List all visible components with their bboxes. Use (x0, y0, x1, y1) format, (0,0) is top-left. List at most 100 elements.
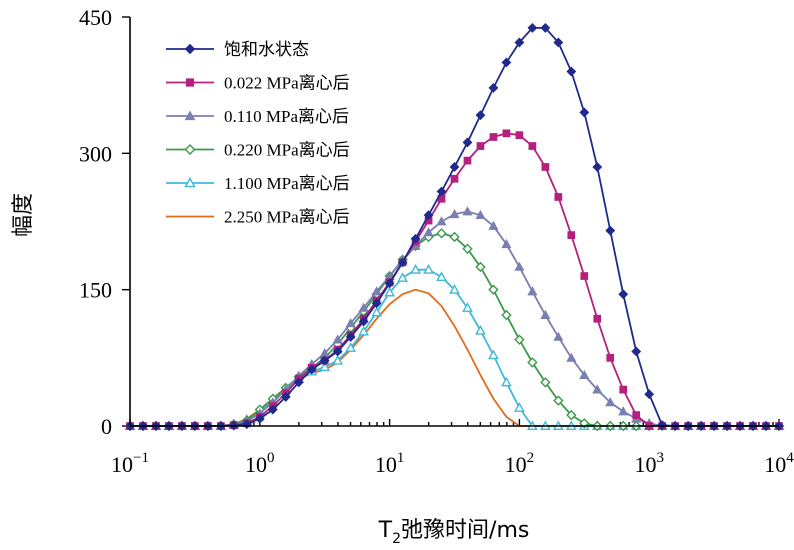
x-tick-label: 10−1 (111, 450, 149, 477)
data-point (397, 272, 408, 282)
data-point (306, 364, 317, 375)
data-point (384, 278, 395, 289)
data-point (358, 302, 369, 312)
x-axis-title-main: T (378, 518, 393, 543)
data-point (644, 389, 655, 400)
legend-entry: 饱和水状态 (166, 40, 309, 59)
series (130, 288, 779, 427)
data-point (371, 298, 382, 309)
data-point (567, 231, 576, 239)
legend-entry: 0.110 MPa离心后 (166, 107, 349, 126)
data-point (488, 220, 499, 230)
x-axis-title-sub: 2 (392, 531, 401, 547)
y-axis-title: 幅度 (11, 193, 36, 237)
legend-entry: 1.100 MPa离心后 (166, 174, 350, 193)
data-point (423, 227, 434, 237)
data-point (319, 361, 331, 371)
data-point (488, 82, 499, 93)
data-point (553, 331, 564, 341)
x-axis-title-rest: 弛豫时间/ms (401, 518, 529, 543)
data-point (527, 286, 538, 296)
data-point (332, 346, 343, 357)
legend-marker (184, 43, 196, 55)
legend-marker (184, 144, 196, 155)
data-point (449, 162, 460, 172)
y-tick-label: 150 (79, 278, 112, 303)
data-point (514, 334, 525, 345)
data-point (462, 243, 473, 254)
data-point (450, 174, 459, 183)
data-point (501, 238, 512, 249)
legend-label: 2.250 MPa离心后 (224, 208, 350, 227)
data-point (515, 131, 524, 140)
data-point (371, 306, 383, 317)
data-point (514, 402, 525, 412)
x-tick-label: 102 (505, 450, 535, 477)
data-point (501, 57, 512, 68)
data-point (475, 209, 486, 219)
data-point (384, 286, 395, 297)
data-point (397, 257, 408, 268)
data-point (293, 377, 304, 388)
legend-entry: 2.250 MPa离心后 (166, 208, 350, 227)
data-point (463, 156, 472, 165)
data-point (619, 385, 628, 394)
data-point (345, 318, 356, 328)
data-point (462, 206, 473, 216)
data-point (632, 411, 641, 419)
data-point (475, 261, 486, 273)
tick-labels: 0 150 300 450 10−1 100 101 102 103 104 (79, 5, 794, 477)
data-point (475, 110, 486, 121)
data-point (580, 272, 589, 280)
data-point (371, 286, 382, 296)
data-point (280, 392, 291, 402)
data-point (436, 271, 447, 282)
data-point (489, 133, 498, 141)
data-point (410, 264, 421, 274)
data-point (449, 284, 460, 294)
data-point (618, 406, 629, 416)
y-tick-label: 300 (79, 141, 112, 166)
data-point (540, 309, 551, 319)
data-point (436, 216, 447, 226)
series-line (130, 210, 779, 427)
data-point (332, 334, 343, 344)
legend-label: 饱和水状态 (224, 40, 309, 59)
data-point (319, 355, 330, 366)
data-point (527, 357, 538, 368)
svg-text:T2弛豫时间/ms: T2弛豫时间/ms (378, 518, 530, 547)
data-point (527, 22, 538, 33)
data-point (267, 404, 278, 415)
axis-ticks (122, 16, 780, 427)
data-point (657, 420, 668, 430)
data-point (566, 409, 577, 421)
data-point (423, 210, 434, 221)
data-point (410, 233, 421, 244)
x-tick-label: 104 (764, 450, 794, 477)
data-point (502, 129, 511, 138)
data-point (345, 342, 357, 352)
data-point (566, 66, 577, 77)
data-point (554, 193, 563, 201)
legend-entry: 0.022 MPa离心后 (166, 74, 350, 93)
data-point (358, 316, 369, 327)
axes (129, 17, 779, 427)
data-point (514, 37, 525, 48)
data-point (488, 284, 499, 295)
data-point (528, 142, 537, 150)
data-point (476, 142, 485, 150)
data-point (579, 369, 590, 379)
data-point (592, 162, 603, 172)
series (124, 228, 785, 432)
data-point (345, 332, 356, 342)
data-point (540, 377, 551, 388)
data-point (605, 397, 616, 407)
data-point (501, 309, 512, 321)
data-point (553, 37, 564, 48)
x-axis-title: T2弛豫时间/ms (378, 518, 530, 547)
data-point (566, 352, 577, 362)
legend: 饱和水状态 0.022 MPa离心后 0.110 MPa离心后 0.220 MPa离心… (166, 40, 350, 227)
legend-label: 0.022 MPa离心后 (224, 74, 350, 93)
y-axis-title-text: 幅度 (11, 193, 36, 237)
series-line (130, 232, 779, 427)
